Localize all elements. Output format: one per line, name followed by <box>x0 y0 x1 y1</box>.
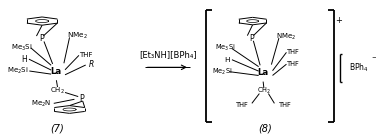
Text: THF: THF <box>287 61 300 67</box>
Text: Me$_2$Si: Me$_2$Si <box>212 66 232 76</box>
Text: H: H <box>21 55 27 64</box>
Text: La: La <box>50 67 61 76</box>
Text: P: P <box>249 34 254 43</box>
Text: NMe$_2$: NMe$_2$ <box>67 31 88 41</box>
Text: Me$_3$Si: Me$_3$Si <box>11 42 32 53</box>
Text: R: R <box>89 60 94 69</box>
Text: THF: THF <box>79 52 93 58</box>
Text: THF: THF <box>236 102 249 108</box>
Text: BPh$_4$: BPh$_4$ <box>349 62 369 74</box>
Text: THF: THF <box>287 49 300 55</box>
Text: La: La <box>257 68 269 77</box>
Text: +: + <box>335 16 342 25</box>
Text: $^-$: $^-$ <box>370 53 378 62</box>
Text: NMe$_2$: NMe$_2$ <box>276 32 297 42</box>
Text: Me$_2$N: Me$_2$N <box>31 99 51 109</box>
Text: CH$_2$: CH$_2$ <box>257 86 271 96</box>
Text: (7): (7) <box>51 123 64 134</box>
Text: THF: THF <box>279 102 291 108</box>
Text: [Et₃NH][BPh₄]: [Et₃NH][BPh₄] <box>139 50 197 59</box>
Text: (8): (8) <box>258 123 272 134</box>
Text: H: H <box>224 57 230 63</box>
Text: CH$_2$: CH$_2$ <box>50 85 65 96</box>
Text: P: P <box>79 94 84 103</box>
Text: P: P <box>40 34 45 43</box>
Text: Me$_2$Si: Me$_2$Si <box>7 66 28 76</box>
Text: Me$_3$Si: Me$_3$Si <box>215 43 235 53</box>
